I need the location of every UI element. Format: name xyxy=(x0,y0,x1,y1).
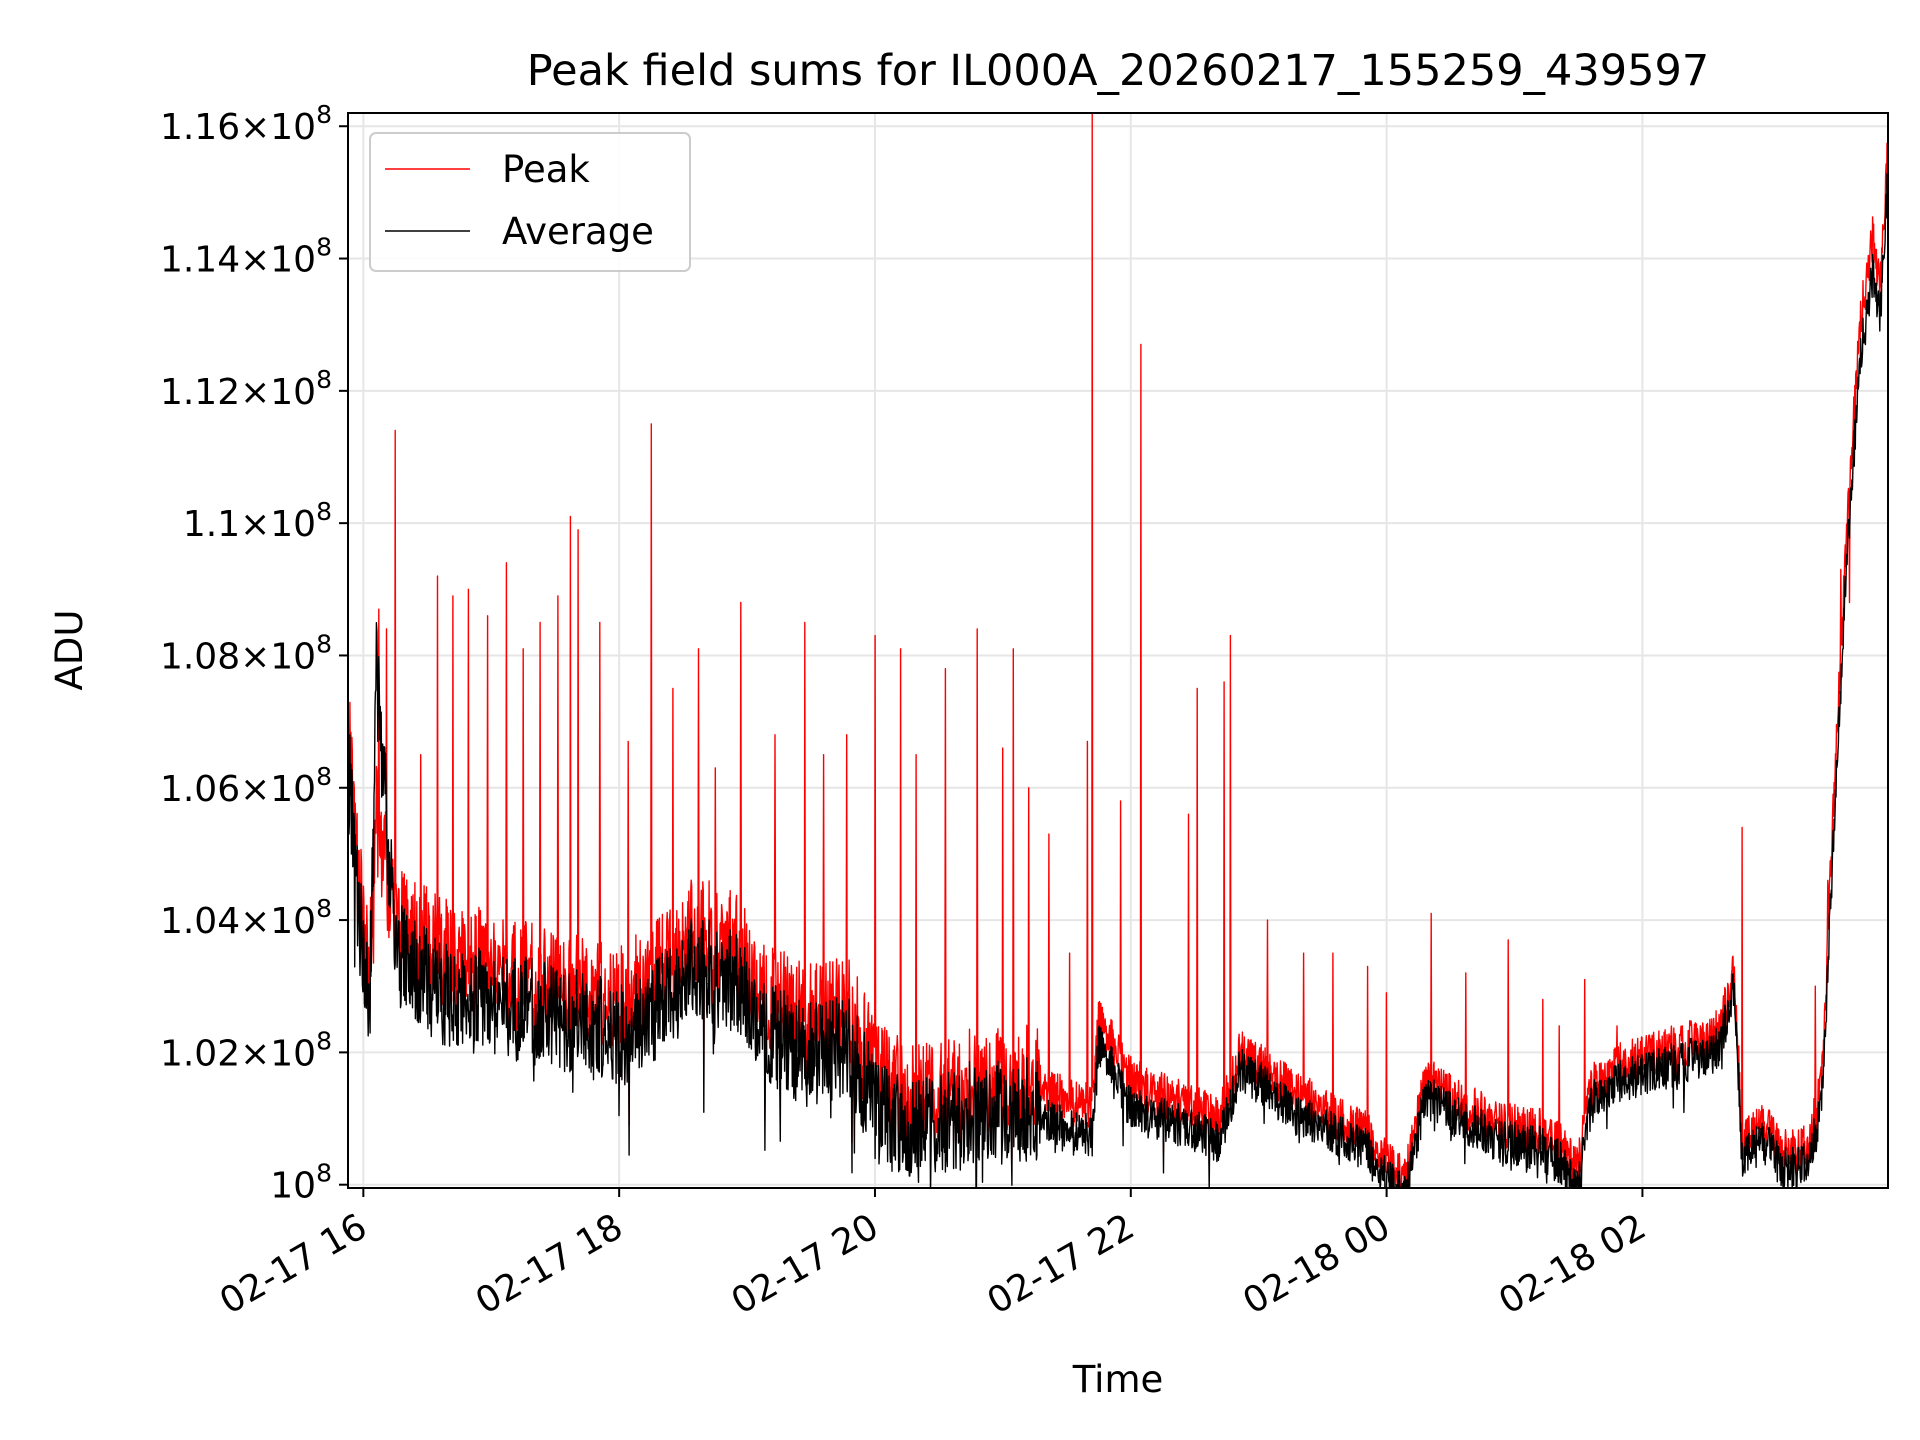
y-tick-label: 1.04×108 xyxy=(160,894,332,942)
chart-title: Peak field sums for IL000A_20260217_1552… xyxy=(527,46,1709,96)
series-line-average xyxy=(348,157,1888,1188)
y-tick-label: 108 xyxy=(270,1159,332,1207)
series-layer xyxy=(348,113,1888,1188)
y-tick-label: 1.06×108 xyxy=(160,762,332,810)
plot-frame xyxy=(347,112,1889,1189)
y-tick-label: 1.02×108 xyxy=(160,1026,332,1074)
x-axis-label: Time xyxy=(1072,1358,1164,1401)
legend-label-average: Average xyxy=(502,210,654,253)
legend-frame xyxy=(369,132,691,272)
y-axis: 108 1.02×108 1.04×108 1.06×108 1.08×108 1.1×1… xyxy=(160,100,348,1207)
legend: Peak Average xyxy=(369,132,691,272)
y-tick-label: 1.08×108 xyxy=(160,629,332,677)
y-axis-label: ADU xyxy=(48,610,91,691)
legend-label-peak: Peak xyxy=(502,148,590,191)
y-tick-label: 1.1×108 xyxy=(183,497,332,545)
y-tick-label: 1.16×108 xyxy=(160,100,332,148)
y-tick-label: 1.12×108 xyxy=(160,365,332,413)
series-line-peak xyxy=(348,113,1888,1188)
y-tick-label: 1.14×108 xyxy=(160,233,332,281)
